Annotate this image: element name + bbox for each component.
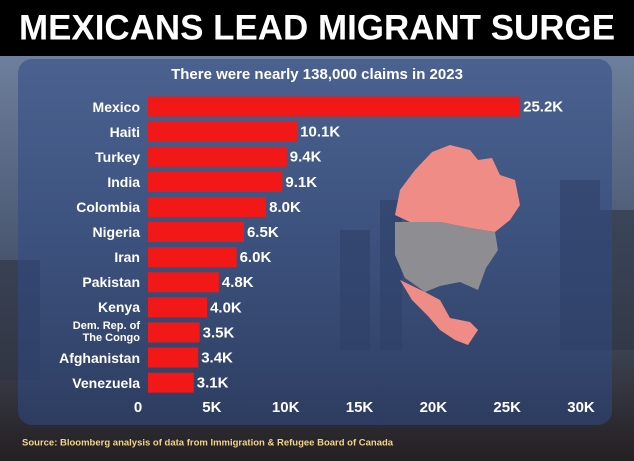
value-label: 3.5K	[203, 324, 235, 341]
x-tick-label: 30K	[567, 399, 595, 416]
bar	[148, 272, 219, 293]
x-tick-label: 15K	[346, 399, 374, 416]
source-note: Source: Bloomberg analysis of data from …	[22, 438, 394, 449]
category-text: Venezuela	[72, 374, 140, 391]
bar	[148, 96, 521, 117]
category-label: Turkey	[4, 146, 140, 168]
value-label: 10.1K	[300, 124, 340, 141]
category-text: Haiti	[109, 123, 140, 140]
category-text: Nigeria	[92, 224, 140, 241]
value-label: 9.1K	[285, 174, 317, 191]
x-tick-label: 5K	[202, 399, 221, 416]
category-label: India	[4, 171, 140, 193]
chart-subtitle: There were nearly 138,000 claims in 2023	[171, 66, 463, 83]
category-label: Dem. Rep. of The Congo	[4, 320, 140, 345]
bar	[148, 297, 208, 318]
x-tick-label: 10K	[272, 399, 300, 416]
category-label: Mexico	[4, 96, 140, 118]
category-text: Iran	[114, 249, 140, 266]
bar	[148, 347, 199, 368]
category-text: Colombia	[76, 198, 140, 215]
map	[395, 145, 520, 345]
category-label: Pakistan	[4, 271, 140, 293]
x-tick-label: 25K	[493, 399, 521, 416]
value-label: 4.8K	[222, 274, 254, 291]
value-label: 4.0K	[210, 299, 242, 316]
value-label: 3.4K	[201, 350, 233, 367]
value-label: 25.2K	[523, 99, 563, 116]
value-label: 6.0K	[240, 249, 272, 266]
category-text: India	[107, 173, 140, 190]
bar	[148, 222, 244, 243]
bar	[148, 171, 283, 192]
chart-title: MEXICANS LEAD MIGRANT SURGE	[19, 8, 615, 47]
bar	[148, 121, 298, 142]
title-band	[0, 0, 634, 56]
bar	[148, 322, 200, 343]
category-text: Afghanistan	[59, 349, 140, 366]
x-tick-label: 0	[134, 399, 142, 416]
category-label: Haiti	[4, 121, 140, 143]
x-tick-label: 20K	[420, 399, 448, 416]
category-text: Dem. Rep. of The Congo	[72, 320, 140, 345]
bar	[148, 247, 237, 268]
category-label: Iran	[4, 246, 140, 268]
category-label: Nigeria	[4, 221, 140, 243]
category-text: Kenya	[97, 299, 140, 316]
value-label: 6.5K	[247, 224, 279, 241]
bar	[148, 146, 287, 167]
value-label: 9.4K	[290, 149, 322, 166]
value-label: 3.1K	[197, 375, 229, 392]
category-text: Turkey	[95, 148, 140, 165]
category-label: Kenya	[4, 296, 140, 318]
category-label: Colombia	[4, 196, 140, 218]
category-label: Afghanistan	[4, 347, 140, 369]
bar	[148, 372, 194, 393]
category-text: Mexico	[92, 98, 140, 115]
bar	[148, 196, 267, 217]
category-text: Pakistan	[82, 274, 140, 291]
category-label: Venezuela	[4, 372, 140, 394]
value-label: 8.0K	[269, 199, 301, 216]
